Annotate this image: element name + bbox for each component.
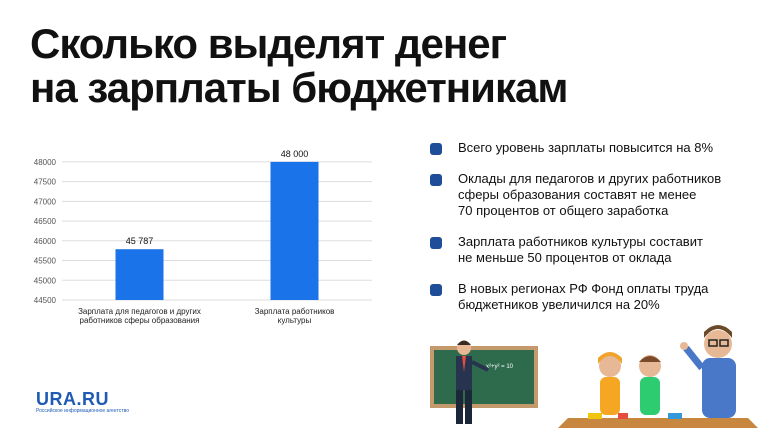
bullet-item: Оклады для педагогов и других работников… (430, 171, 750, 219)
logo-subtitle: Российское информационное агентство (36, 408, 129, 414)
bullet-text: Зарплата работников культуры составит не… (458, 234, 703, 265)
title-line-1: Сколько выделят денег (30, 20, 507, 67)
teacher-glasses-figure (680, 325, 736, 418)
y-tick-label: 47000 (34, 197, 57, 206)
y-tick-label: 47500 (34, 178, 57, 187)
bar-chart: 44500 45000 45500 46000 46500 47000 47500 48000… (34, 149, 372, 325)
page-title: Сколько выделят денег на зарплаты бюджет… (30, 22, 670, 110)
desk (558, 413, 758, 428)
y-tick-label: 48000 (34, 158, 57, 167)
x-tick-label: Зарплата для педагогов и других (78, 307, 201, 316)
bullet-item: Зарплата работников культуры составит не… (430, 234, 750, 266)
ura-logo: URA.RU Российское информационное агентст… (36, 390, 129, 415)
teacher-figure (456, 340, 489, 424)
chalkboard-formula: x²+y² = 10 (486, 364, 514, 370)
bullet-text: В новых регионах РФ Фонд оплаты труда бю… (458, 281, 709, 312)
y-tick-label: 46500 (34, 217, 57, 226)
x-tick-label: культуры (278, 316, 312, 325)
x-tick-label: работников сферы образования (80, 316, 200, 325)
bullet-square-icon (430, 284, 442, 296)
school-illustration: x²+y² = 10 (430, 325, 758, 428)
bar (115, 249, 164, 300)
title-line-2: на зарплаты бюджетникам (30, 64, 568, 111)
logo-name: URA.RU (36, 389, 109, 409)
bullet-item: В новых регионах РФ Фонд оплаты труда бю… (430, 281, 750, 313)
y-tick-label: 45000 (34, 276, 57, 285)
bullet-square-icon (430, 143, 442, 155)
bullet-item: Всего уровень зарплаты повысится на 8% (430, 140, 750, 156)
data-label: 48 000 (281, 149, 309, 159)
bullet-square-icon (430, 174, 442, 186)
bullet-text: Всего уровень зарплаты повысится на 8% (458, 140, 714, 155)
bullet-list: Всего уровень зарплаты повысится на 8% О… (430, 140, 750, 328)
data-label: 45 787 (126, 236, 154, 246)
student-boy (639, 355, 661, 415)
bullet-text: Оклады для педагогов и других работников… (458, 171, 722, 218)
y-tick-label: 44500 (34, 296, 57, 305)
x-tick-label: Зарплата работников (255, 307, 335, 316)
y-tick-label: 46000 (34, 237, 57, 246)
bar (270, 161, 319, 300)
bullet-square-icon (430, 237, 442, 249)
chalkboard: x²+y² = 10 (430, 346, 538, 408)
y-tick-label: 45500 (34, 257, 57, 266)
student-girl (598, 352, 622, 415)
